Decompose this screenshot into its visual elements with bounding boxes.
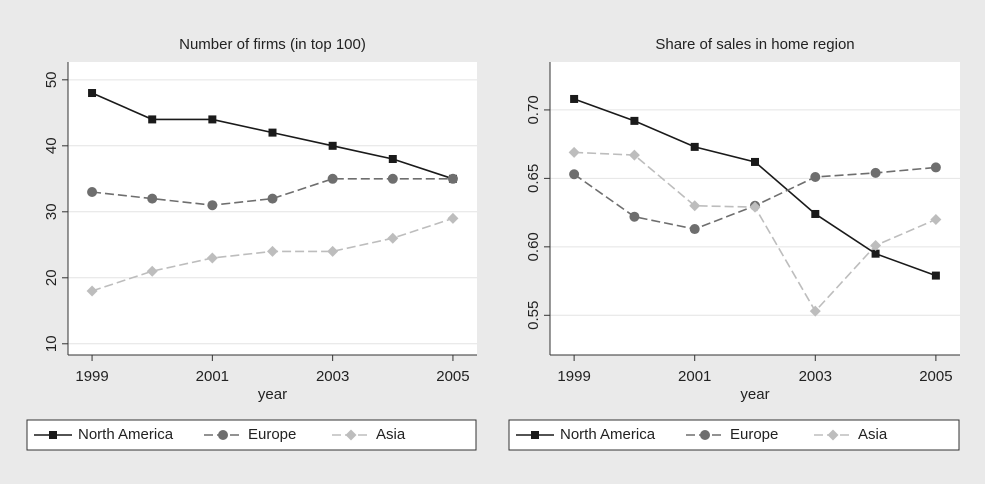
data-point bbox=[630, 116, 639, 125]
legend-marker bbox=[700, 430, 710, 440]
x-axis-label: year bbox=[258, 386, 287, 403]
x-tick-label: 2003 bbox=[799, 368, 832, 385]
data-point bbox=[447, 212, 459, 224]
x-axis-label: year bbox=[740, 386, 769, 403]
x-tick-label: 2005 bbox=[436, 368, 469, 385]
data-point bbox=[568, 146, 580, 158]
x-tick-label: 2001 bbox=[678, 368, 711, 385]
x-tick-label: 1999 bbox=[75, 368, 108, 385]
data-point bbox=[147, 193, 158, 204]
data-point bbox=[387, 173, 398, 184]
y-tick-label: 50 bbox=[43, 71, 60, 88]
legend-label: North America bbox=[560, 426, 656, 443]
data-point bbox=[327, 245, 339, 257]
legend-marker bbox=[218, 430, 228, 440]
data-point bbox=[871, 249, 880, 258]
plot-area bbox=[68, 62, 477, 355]
data-point bbox=[570, 94, 579, 103]
y-tick-label: 0.70 bbox=[525, 95, 542, 124]
data-point bbox=[447, 173, 458, 184]
data-point bbox=[810, 172, 821, 183]
data-point bbox=[569, 169, 580, 180]
y-tick-label: 40 bbox=[43, 137, 60, 154]
data-point bbox=[689, 200, 701, 212]
y-tick-label: 0.65 bbox=[525, 164, 542, 193]
data-point bbox=[387, 232, 399, 244]
data-point bbox=[388, 155, 397, 164]
data-point bbox=[208, 115, 217, 124]
data-point bbox=[629, 211, 640, 222]
data-point bbox=[751, 157, 759, 166]
data-point bbox=[690, 142, 699, 151]
data-point bbox=[628, 149, 640, 161]
y-tick-label: 20 bbox=[43, 269, 60, 286]
legend-marker bbox=[49, 431, 57, 439]
data-point bbox=[931, 271, 940, 280]
legend-label: Europe bbox=[730, 426, 778, 443]
chart-title: Share of sales in home region bbox=[655, 36, 854, 53]
y-tick-label: 0.60 bbox=[525, 232, 542, 261]
chart-title: Number of firms (in top 100) bbox=[179, 36, 366, 53]
data-point bbox=[930, 162, 941, 173]
y-tick-label: 30 bbox=[43, 203, 60, 220]
legend bbox=[26, 419, 477, 451]
legend-marker bbox=[345, 429, 357, 441]
data-point bbox=[870, 167, 881, 178]
data-point bbox=[86, 285, 98, 297]
data-point bbox=[206, 252, 218, 264]
data-point bbox=[689, 224, 700, 235]
data-point bbox=[749, 201, 761, 213]
data-point bbox=[207, 200, 218, 211]
data-point bbox=[811, 209, 820, 218]
data-point bbox=[328, 141, 337, 150]
data-point bbox=[267, 193, 278, 204]
legend-marker bbox=[531, 431, 539, 439]
data-point bbox=[809, 305, 821, 317]
legend-label: Asia bbox=[376, 426, 406, 443]
data-point bbox=[870, 239, 882, 251]
x-tick-label: 1999 bbox=[557, 368, 590, 385]
data-point bbox=[146, 265, 158, 277]
data-point bbox=[930, 213, 942, 225]
legend-marker bbox=[827, 429, 839, 441]
data-point bbox=[327, 173, 338, 184]
y-tick-label: 10 bbox=[43, 335, 60, 352]
legend-label: North America bbox=[78, 426, 174, 443]
data-point bbox=[88, 89, 97, 98]
data-point bbox=[87, 187, 98, 198]
data-point bbox=[148, 115, 157, 124]
legend-label: Asia bbox=[858, 426, 888, 443]
y-tick-label: 0.55 bbox=[525, 301, 542, 330]
legend-label: Europe bbox=[248, 426, 296, 443]
x-tick-label: 2005 bbox=[919, 368, 952, 385]
legend bbox=[508, 419, 960, 451]
x-tick-label: 2001 bbox=[196, 368, 229, 385]
data-point bbox=[267, 245, 278, 257]
data-point bbox=[268, 128, 277, 137]
x-tick-label: 2003 bbox=[316, 368, 349, 385]
